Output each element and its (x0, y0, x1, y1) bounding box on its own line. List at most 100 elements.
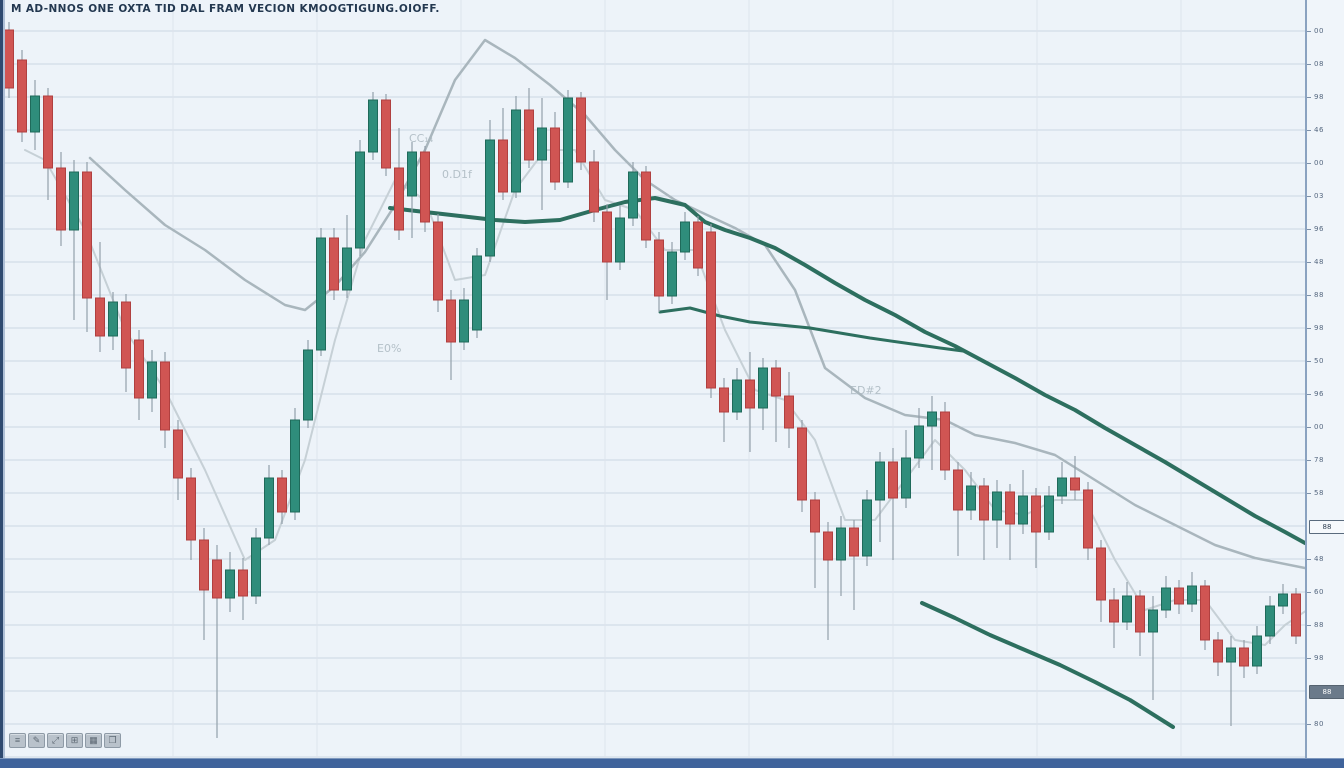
y-axis-tick (1307, 294, 1311, 296)
candle-down (1070, 477, 1080, 491)
candle-down (238, 569, 248, 597)
y-axis-label: 78 (1307, 455, 1344, 465)
candle-down (1109, 599, 1119, 623)
candle-up (966, 485, 976, 511)
candle-down (446, 299, 456, 343)
y-axis-tick (1307, 393, 1311, 395)
candle-down (953, 469, 963, 511)
candle-up (667, 251, 677, 297)
candle-up (1057, 477, 1067, 497)
candle-up (472, 255, 482, 331)
y-axis-label-text: 48 (1314, 555, 1324, 563)
candle-up (1226, 647, 1236, 663)
candle-up (537, 127, 547, 161)
candle-down (329, 237, 339, 291)
candle-down (121, 301, 131, 369)
candle-down (719, 387, 729, 413)
candle-down (888, 461, 898, 499)
candle-down (576, 97, 586, 163)
candle-up (459, 299, 469, 343)
candle-down (940, 411, 950, 471)
candle-down (693, 221, 703, 269)
candle-up (680, 221, 690, 253)
frame-button[interactable]: ❐ (104, 733, 121, 748)
candle-down (550, 127, 560, 183)
chart-list-button[interactable]: ≡ (9, 733, 26, 748)
candle-down (641, 171, 651, 241)
candle-down (56, 167, 66, 231)
candle-up (563, 97, 573, 183)
y-axis-label: 88 (1307, 620, 1344, 630)
y-axis-tick (1307, 558, 1311, 560)
candle-down (1005, 491, 1015, 525)
candle-up (901, 457, 911, 499)
chart-title: M AD-NNOS ONE OXTA TID DAL FRAM VECION K… (11, 3, 440, 15)
draw-button[interactable]: ✎ (28, 733, 45, 748)
chart-annotation: E0% (377, 342, 401, 355)
candle-up (628, 171, 638, 219)
clipboard-button[interactable]: ⊞ (66, 733, 83, 748)
candle-up (732, 379, 742, 413)
y-axis-label-text: 88 (1314, 291, 1324, 299)
candle-down (1200, 585, 1210, 641)
ma-teal-lower-line (920, 601, 1175, 729)
y-axis-label: 03 (1307, 191, 1344, 201)
candle-up (1018, 495, 1028, 525)
expand-button[interactable]: ⤢ (47, 733, 64, 748)
y-axis-label: 96 (1307, 389, 1344, 399)
y-axis-label: 48 (1307, 554, 1344, 564)
ma-mid-gray-line (88, 38, 1305, 570)
window-left-edge-highlight (3, 0, 5, 768)
y-axis-label-text: 98 (1314, 654, 1324, 662)
y-axis-tick (1307, 591, 1311, 593)
y-axis-tick (1307, 327, 1311, 329)
candle-down (1031, 495, 1041, 533)
candle-up (1122, 595, 1132, 623)
candle-down (420, 151, 430, 223)
y-axis-label: 98 (1307, 323, 1344, 333)
grid-view-button[interactable]: ▦ (85, 733, 102, 748)
y-axis-label: 00 (1307, 26, 1344, 36)
candle-up (251, 537, 261, 597)
y-axis-label: 00 (1307, 422, 1344, 432)
candle-down (186, 477, 196, 541)
y-axis-label-text: 48 (1314, 258, 1324, 266)
price-badge-light: 88 (1309, 520, 1344, 534)
price-axis[interactable]: 00 08 98 46 00 03 96 48 88 98 50 96 00 78 58 88 48 60 88 98… (1305, 0, 1344, 758)
candle-down (797, 427, 807, 501)
candle-down (173, 429, 183, 479)
chart-canvas[interactable]: CC₁₄ 0.D1f E0% ED#2 M AD-NNOS ONE OXTA TID … (5, 0, 1305, 758)
y-axis-label: 96 (1307, 224, 1344, 234)
y-axis-label-text: 50 (1314, 357, 1324, 365)
y-axis-label: 08 (1307, 59, 1344, 69)
candle-up (69, 171, 79, 231)
y-axis-label-text: 96 (1314, 225, 1324, 233)
y-axis-label-text: 88 (1314, 621, 1324, 629)
y-axis-tick (1307, 30, 1311, 32)
candle-down (1239, 647, 1249, 667)
y-axis-tick (1307, 360, 1311, 362)
candle-down (160, 361, 170, 431)
y-axis-tick (1307, 63, 1311, 65)
y-axis-label: 98 (1307, 92, 1344, 102)
candle-up (914, 425, 924, 459)
candle-up (342, 247, 352, 291)
candle-up (836, 527, 846, 561)
y-axis-tick (1307, 162, 1311, 164)
candle-down (1135, 595, 1145, 633)
candle-up (1161, 587, 1171, 611)
y-axis-label-text: 78 (1314, 456, 1324, 464)
y-axis-tick (1307, 195, 1311, 197)
candle-down (381, 99, 391, 169)
candle-down (95, 297, 105, 337)
candle-up (303, 349, 313, 421)
candle-down (134, 339, 144, 399)
candle-up (147, 361, 157, 399)
candle-up (927, 411, 937, 427)
y-axis-label-text: 08 (1314, 60, 1324, 68)
candle-up (1278, 593, 1288, 607)
candle-down (589, 161, 599, 213)
y-axis-label-text: 00 (1314, 159, 1324, 167)
